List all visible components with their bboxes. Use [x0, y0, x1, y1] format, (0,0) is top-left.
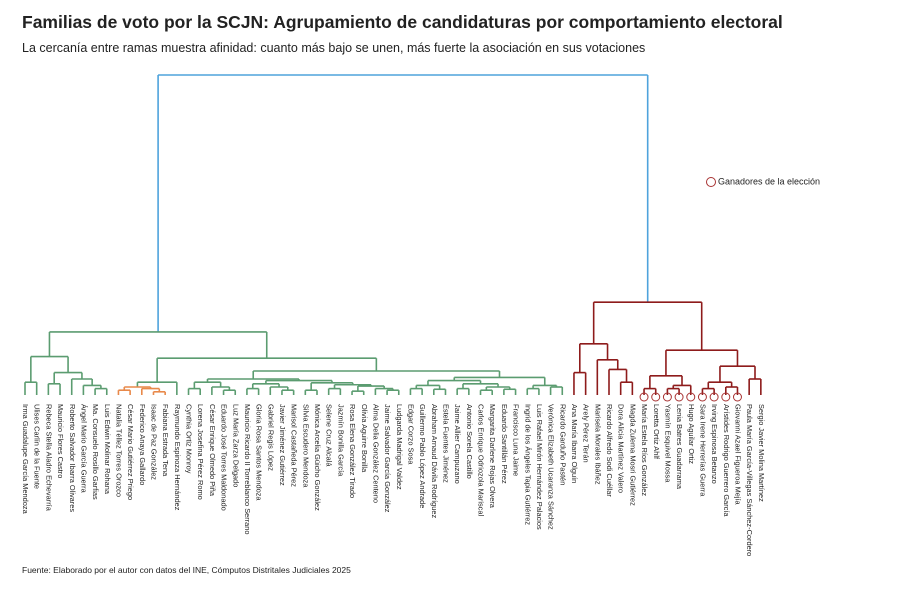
leaf-label: Ángel Mario García Guerra [79, 404, 88, 494]
winner-marker [662, 392, 672, 402]
leaf-label: Margarita Darlene Rojas Olvera [488, 404, 497, 509]
leaf-label: Olivia Aguirre Bonilla [360, 404, 369, 473]
leaf-label: Estela Fuentes Jiménez [442, 404, 451, 483]
leaf-label: Selene Cruz Alcalá [325, 404, 334, 467]
leaf-label: Ricardo Alfredo Sodi Cuéllar [605, 404, 614, 497]
leaf-label: Carlos Enrique Odriozola Mariscal [477, 404, 486, 516]
leaf-label: Edgar Corzo Sosa [406, 404, 415, 465]
leaf-label: Ingrid de los Ángeles Tapia Gutiérrez [523, 404, 532, 525]
leaf-label: Loretta Ortiz Ahlf [652, 404, 661, 460]
legend-label: Ganadores de la elección [718, 176, 820, 186]
leaf-label: Irma Guadalupe García Mendoza [21, 404, 30, 515]
leaf-label: Isaac de Paz González [150, 404, 159, 480]
leaf-label: Marisol Castañeda Pérez [290, 404, 299, 487]
winner-marker [674, 392, 684, 402]
leaf-label: Gloria Rosa Santos Mendoza [255, 404, 264, 501]
leaf-label: Cynthia Ortiz Monroy [185, 404, 194, 474]
leaf-label: Luz María Zarza Delgado [231, 404, 240, 487]
leaf-label: Fabiana Estrada Tena [161, 404, 170, 477]
leaf-label: Irving Espinosa Betanzo [710, 404, 719, 484]
leaf-label: Arístides Rodrigo Guerrero García [722, 404, 731, 517]
leaf-label: Sara Irene Herrerías Guerra [698, 404, 707, 497]
winner-marker [639, 392, 649, 402]
leaf-label: Alma Delia González Centeno [371, 404, 380, 503]
leaf-label: Luis Edwin Molinar Rohana [103, 404, 112, 495]
leaf-label: César Enrique Olmedo Piña [208, 404, 217, 497]
leaf-label: Magda Zulema Mosri Gutiérrez [628, 404, 637, 506]
leaf-label: Jaime Salvador García González [383, 404, 392, 513]
leaf-label: Antonio Sorela Castillo [465, 404, 474, 479]
leaf-label: Javier Jiménez Gutiérrez [278, 404, 287, 486]
winner-marker [732, 392, 742, 402]
winner-marker [697, 392, 707, 402]
leaf-label: Giovanni Azael Figueroa Mejía [734, 404, 743, 506]
leaf-label: Ricardo Garduño Pastén [558, 404, 567, 485]
chart-subtitle: La cercanía entre ramas muestra afinidad… [22, 41, 645, 55]
leaf-label: Dora Alicia Martínez Valero [617, 404, 626, 493]
leaf-label: Francisco Luna Jaime [512, 404, 521, 476]
leaf-label: Sergio Javier Molina Martínez [757, 404, 766, 502]
leaf-label: Ulises Carlín de la Fuente [33, 404, 42, 489]
leaf-label: Paula María García-Villegas Sánchez-Cord… [745, 404, 754, 556]
leaf-label: Arely Pérez Terán [582, 404, 591, 463]
chart-title: Familias de voto por la SCJN: Agrupamien… [22, 12, 783, 32]
leaf-label: Mónica Arcelia Güicho González [313, 404, 322, 511]
leaf-label: Marisela Morales Ibáñez [593, 404, 602, 485]
source-note: Fuente: Elaborado por el autor con datos… [22, 565, 351, 575]
legend-marker [706, 177, 716, 187]
leaf-label: Silvia Escudero Mendoza [301, 404, 310, 488]
leaf-label: Guillermo Pablo López Andrade [418, 404, 427, 508]
leaf-label: Yasmín Esquivel Mossa [663, 404, 672, 483]
leaf-label: Ana María Ibarra Olguín [570, 404, 579, 483]
leaf-label: Lenia Batres Guadarrama [675, 404, 684, 490]
leaf-label: Natalia Téllez Torres Orozco [114, 404, 123, 497]
leaf-label: César Mario Gutiérrez Priego [126, 404, 135, 500]
leaf-label: Mauricio Ricardo II Torreblanco Serrano [243, 404, 252, 535]
leaf-label: Mauricio Flores Castro [56, 404, 65, 478]
leaf-label: Abraham Arnaud Dávila Rodríguez [430, 404, 439, 519]
leaf-label: Hugo Aguilar Ortiz [687, 404, 696, 464]
winner-marker [651, 392, 661, 402]
leaf-label: Federico Anaya Gallardo [138, 404, 147, 485]
leaf-label: Jaime Allier Campuzano [453, 404, 462, 484]
leaf-label: Gabriel Regis López [266, 404, 275, 471]
leaf-label: Rosa Elena González Tirado [348, 404, 357, 498]
leaf-label: Ma. Consuelo Rosillo Garfias [91, 404, 100, 500]
winner-marker [709, 392, 719, 402]
leaf-label: Luis Rafael Mirón Hernández Palacios [535, 404, 544, 530]
leaf-label: Ludgarda Madrigal Valdez [395, 404, 404, 490]
leaf-label: Eduardo José Torres Maldonado [220, 404, 229, 511]
leaf-label: Rebeca Stella Aladro Echevarría [44, 404, 53, 512]
leaf-label: Roberto Salvador Ibarra Olivares [68, 404, 77, 512]
leaf-label: Raymundo Espinoza Hernández [173, 404, 182, 511]
leaf-label: Jazmín Bonilla García [336, 404, 345, 477]
winner-marker [721, 392, 731, 402]
leaf-label: Verónica Elizabeth Ucaranza Sánchez [547, 404, 556, 530]
leaf-label: Eduardo Santillán Pérez [500, 404, 509, 484]
winner-marker [686, 392, 696, 402]
leaf-label: Lorena Josefina Pérez Romo [196, 404, 205, 500]
leaf-label: María Estela Ríos González [640, 404, 649, 496]
